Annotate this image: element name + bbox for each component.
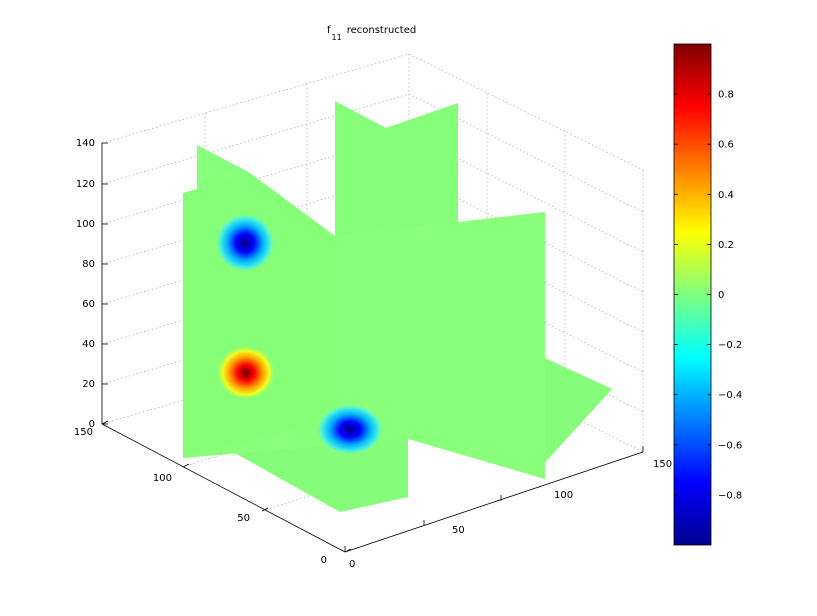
colorbar-gradient: [674, 44, 711, 545]
title-suffix: reconstructed: [347, 25, 417, 36]
feature-positive-lower: [216, 342, 276, 398]
z-tick-0: 0: [89, 419, 95, 430]
colorbar-tick-label: −0.6: [718, 440, 742, 451]
x-tick-150: 150: [653, 459, 672, 470]
feature-negative-upper: [215, 210, 275, 270]
x-tick-0: 0: [349, 559, 355, 570]
z-tick-140: 140: [76, 138, 95, 149]
z-tick-80: 80: [82, 259, 95, 270]
y-tick-150: 150: [74, 427, 93, 438]
colorbar-tick-label: 0: [718, 290, 724, 301]
chart-title: f11 reconstructed: [327, 25, 416, 42]
colorbar-tick-label: 0.8: [718, 90, 734, 101]
z-tick-40: 40: [82, 339, 95, 350]
colorbar-tick-label: −0.4: [718, 390, 742, 401]
x-tick-100: 100: [554, 490, 573, 501]
z-tick-100: 100: [76, 219, 95, 230]
y-axis-ticks: 0 50 100 150: [74, 427, 327, 566]
z-tick-60: 60: [82, 299, 95, 310]
axes-lines: [101, 143, 644, 553]
slice-back-upper: [335, 101, 458, 262]
feature-negative-front: [316, 401, 384, 453]
colorbar-tick-label: −0.2: [718, 340, 742, 351]
x-axis-ticks: 0 50 100 150: [349, 459, 672, 570]
y-tick-50: 50: [237, 513, 250, 524]
slice-planes: [131, 101, 612, 521]
z-axis-ticks: 0 20 40 60 80 100 120 140: [76, 138, 95, 430]
colorbar-tick-label: 0.6: [718, 140, 734, 151]
colorbar-tick-label: 0.4: [718, 190, 734, 201]
z-tick-20: 20: [82, 379, 95, 390]
z-tick-120: 120: [76, 179, 95, 190]
colorbar: 0.8 0.6 0.4 0.2 0 −0.2 −0.4 −0.6 −0.8: [673, 43, 742, 546]
colorbar-ticks: 0.8 0.6 0.4 0.2 0 −0.2 −0.4 −0.6 −0.8: [674, 90, 742, 501]
slice-notch: [408, 439, 545, 521]
title-base: f: [327, 25, 331, 36]
y-tick-0: 0: [321, 555, 327, 566]
x-tick-50: 50: [452, 525, 465, 536]
colorbar-tick-label: −0.8: [718, 490, 742, 501]
colorbar-tick-label: 0.2: [718, 240, 734, 251]
tick-marks: [101, 142, 644, 553]
features: [215, 210, 384, 453]
y-tick-100: 100: [153, 473, 172, 484]
title-subscript: 11: [332, 33, 342, 42]
